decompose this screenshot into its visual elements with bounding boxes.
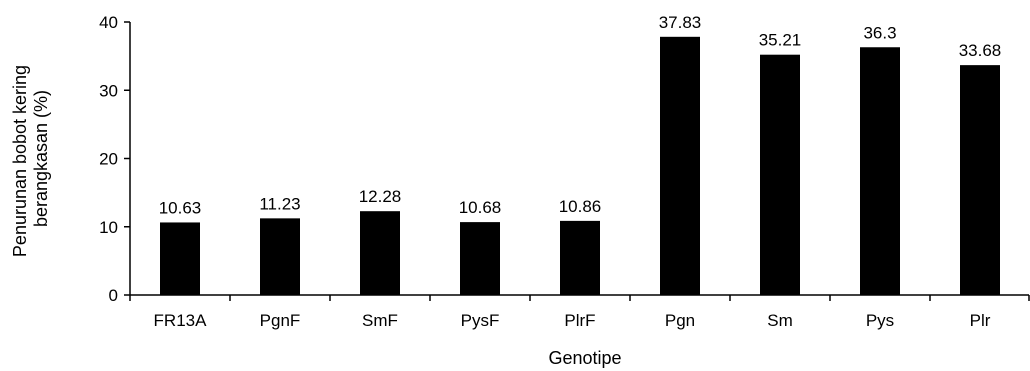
- data-label-plr: 33.68: [959, 41, 1002, 60]
- data-label-fr13a: 10.63: [159, 198, 202, 217]
- y-axis-title: Penurunan bobot kering berangkasan (%): [10, 60, 51, 257]
- x-tick-label-smf: SmF: [362, 311, 398, 330]
- y-tick-label: 20: [99, 150, 118, 169]
- bar-pgnf: [260, 218, 300, 295]
- bar-pys: [860, 47, 900, 295]
- x-tick-label-pys: Pys: [866, 311, 894, 330]
- y-tick-label: 0: [109, 286, 118, 305]
- x-tick-label-sm: Sm: [767, 311, 793, 330]
- x-tick-label-pgnf: PgnF: [260, 311, 301, 330]
- x-tick-label-plr: Plr: [970, 311, 991, 330]
- x-ticks-group: FR13A PgnF SmF PysF PlrF Pgn Sm Pys Plr: [129, 295, 1030, 330]
- data-label-pgnf: 11.23: [259, 194, 300, 213]
- x-axis-title: Genotipe: [548, 348, 621, 368]
- data-label-pys: 36.3: [863, 23, 896, 42]
- y-tick-label: 30: [99, 81, 118, 100]
- x-tick-label-pgn: Pgn: [665, 311, 695, 330]
- x-tick-label-plrf: PlrF: [564, 311, 595, 330]
- data-label-sm: 35.21: [759, 31, 802, 50]
- x-tick-label-fr13a: FR13A: [154, 311, 208, 330]
- x-tick-label-pysf: PysF: [461, 311, 500, 330]
- bar-pgn: [660, 36, 700, 296]
- data-label-smf: 12.28: [359, 187, 402, 206]
- bar-fr13a: [160, 222, 200, 295]
- bars-group: [160, 36, 1000, 296]
- y-tick-label: 40: [99, 13, 118, 32]
- value-labels-group: 10.63 11.23 12.28 10.68 10.86 37.83 35.21 36.3 3…: [159, 13, 1002, 218]
- bar-pysf: [460, 222, 500, 295]
- y-ticks-group: 0 10 20 30 40: [99, 13, 130, 305]
- y-axis-title-line-2: berangkasan (%): [31, 90, 51, 227]
- bar-smf: [360, 211, 400, 295]
- bar-sm: [760, 54, 800, 296]
- bar-plrf: [560, 220, 600, 295]
- data-label-pgn: 37.83: [659, 13, 702, 32]
- y-axis-title-line-1: Penurunan bobot kering: [10, 65, 30, 257]
- y-tick-label: 10: [99, 218, 118, 237]
- bar-plr: [960, 65, 1000, 295]
- data-label-pysf: 10.68: [459, 198, 502, 217]
- data-label-plrf: 10.86: [559, 197, 602, 216]
